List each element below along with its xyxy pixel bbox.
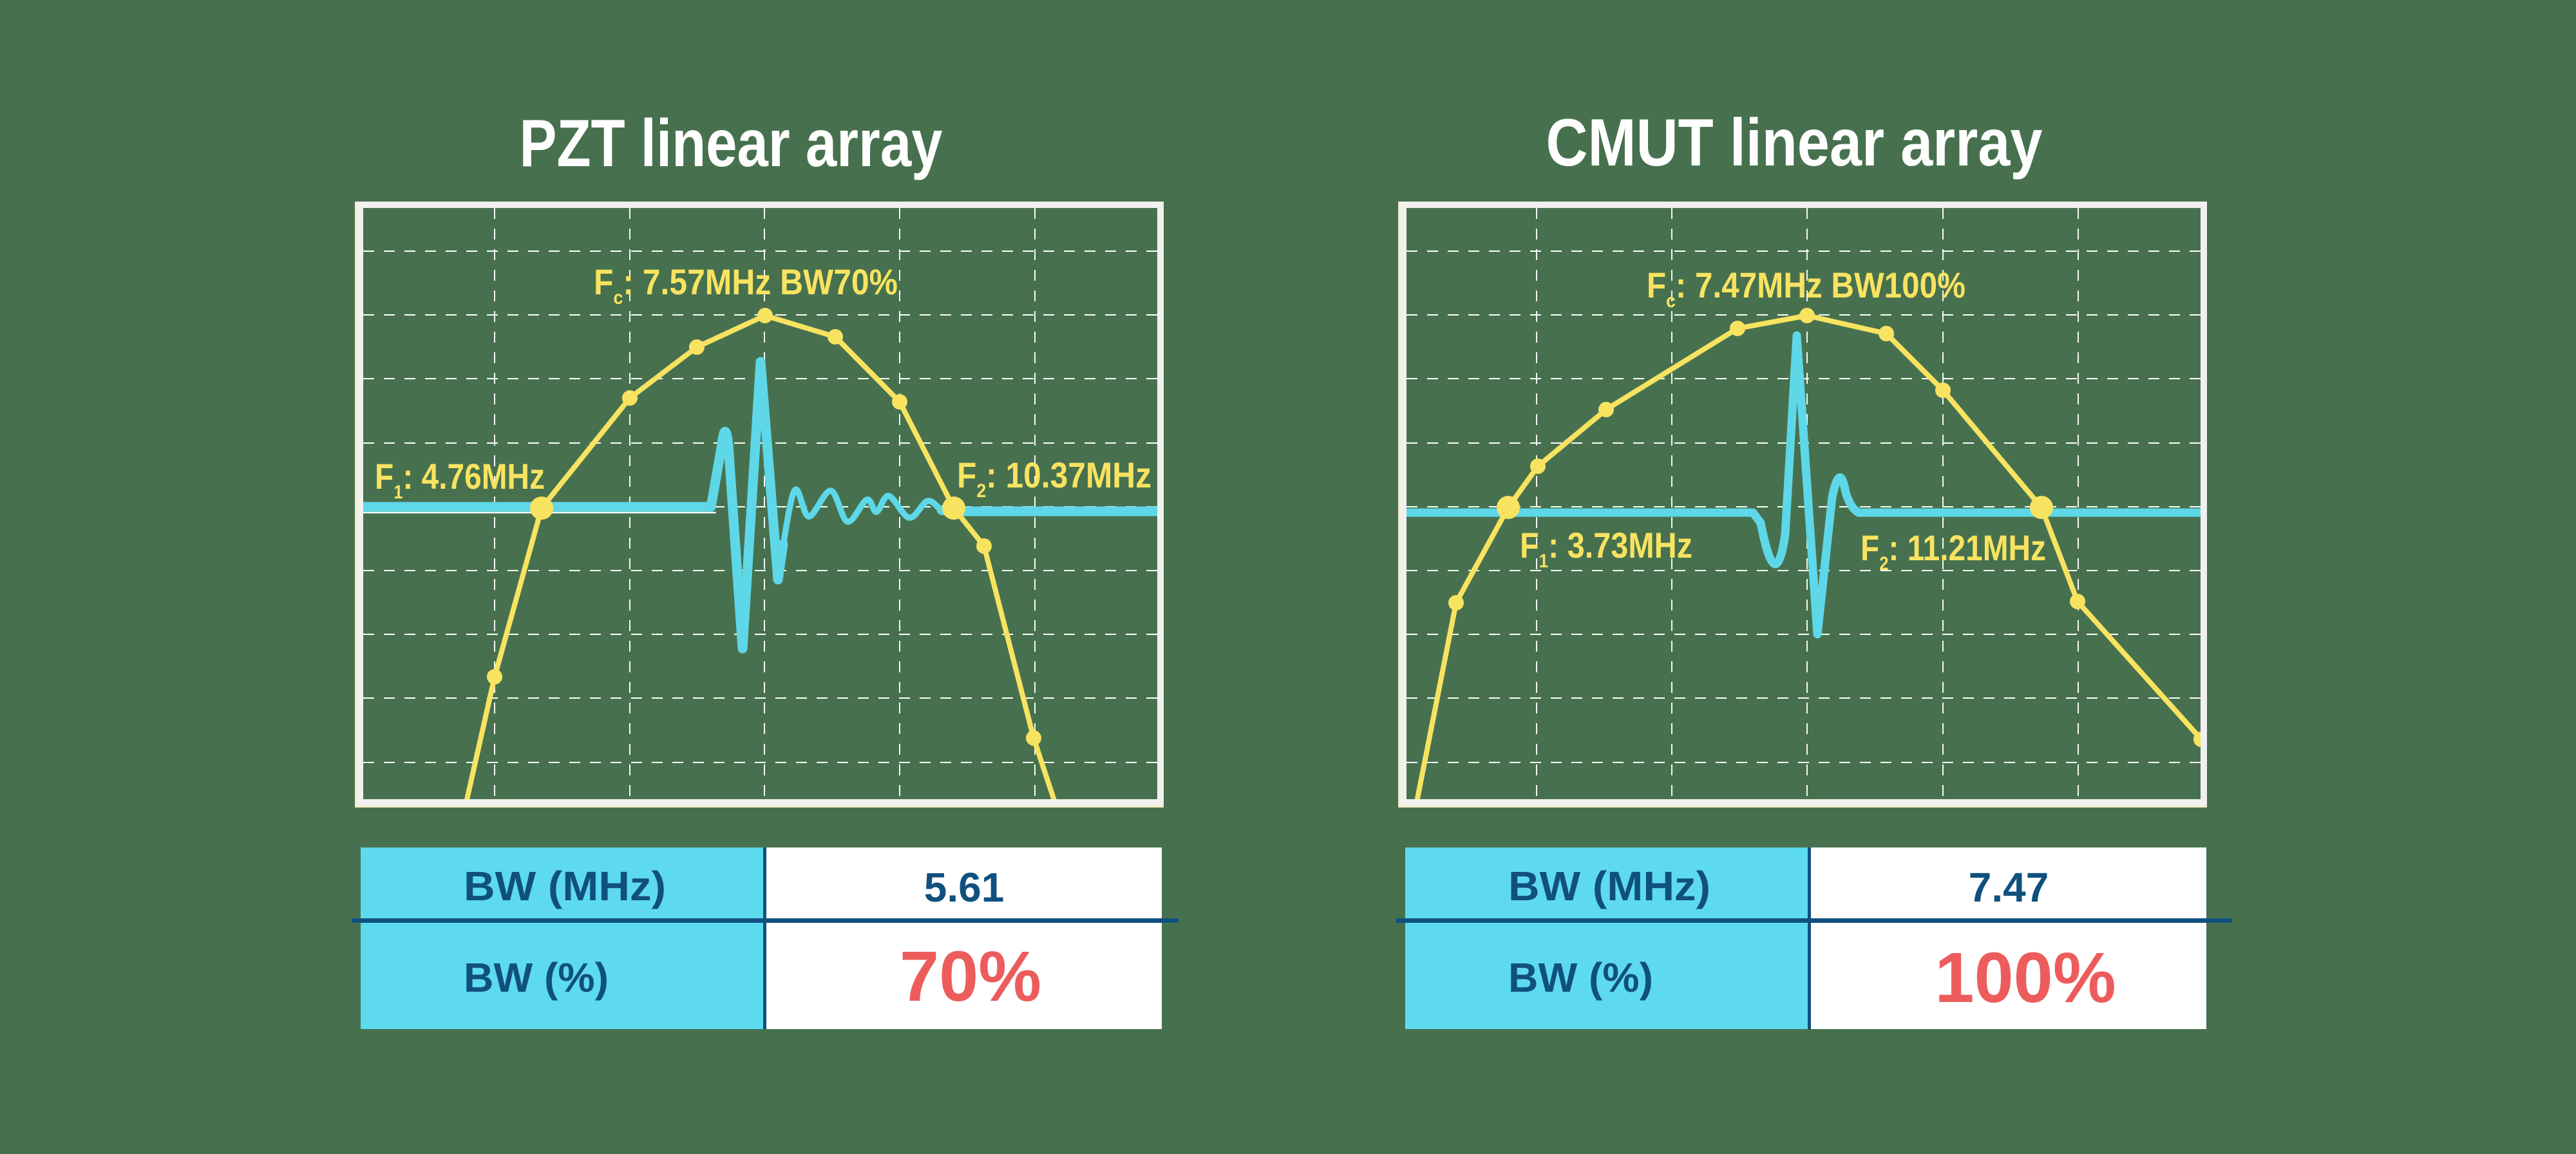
svg-text:100%: 100% [1935,938,2116,1017]
svg-text:70%: 70% [900,937,1041,1016]
svg-text:7.47: 7.47 [1969,864,2049,911]
svg-text:BW (MHz): BW (MHz) [464,863,666,909]
svg-text:Fc: 7.47MHz BW100%: Fc: 7.47MHz BW100% [1647,265,1965,312]
svg-text:PZT linear array: PZT linear array [520,106,943,181]
svg-text:CMUT linear array: CMUT linear array [1546,106,2043,180]
svg-text:F2: 11.21MHz: F2: 11.21MHz [1861,527,2046,574]
svg-text:F2: 10.37MHz: F2: 10.37MHz [957,455,1151,502]
svg-text:F1: 4.76MHz: F1: 4.76MHz [375,456,545,503]
svg-text:5.61: 5.61 [924,864,1005,911]
svg-text:F1: 3.73MHz: F1: 3.73MHz [1520,525,1692,572]
svg-text:BW (%): BW (%) [1508,954,1653,1001]
svg-text:BW (MHz): BW (MHz) [1508,863,1710,909]
svg-text:BW (%): BW (%) [464,954,609,1001]
svg-text:Fc: 7.57MHz BW70%: Fc: 7.57MHz BW70% [594,261,898,308]
